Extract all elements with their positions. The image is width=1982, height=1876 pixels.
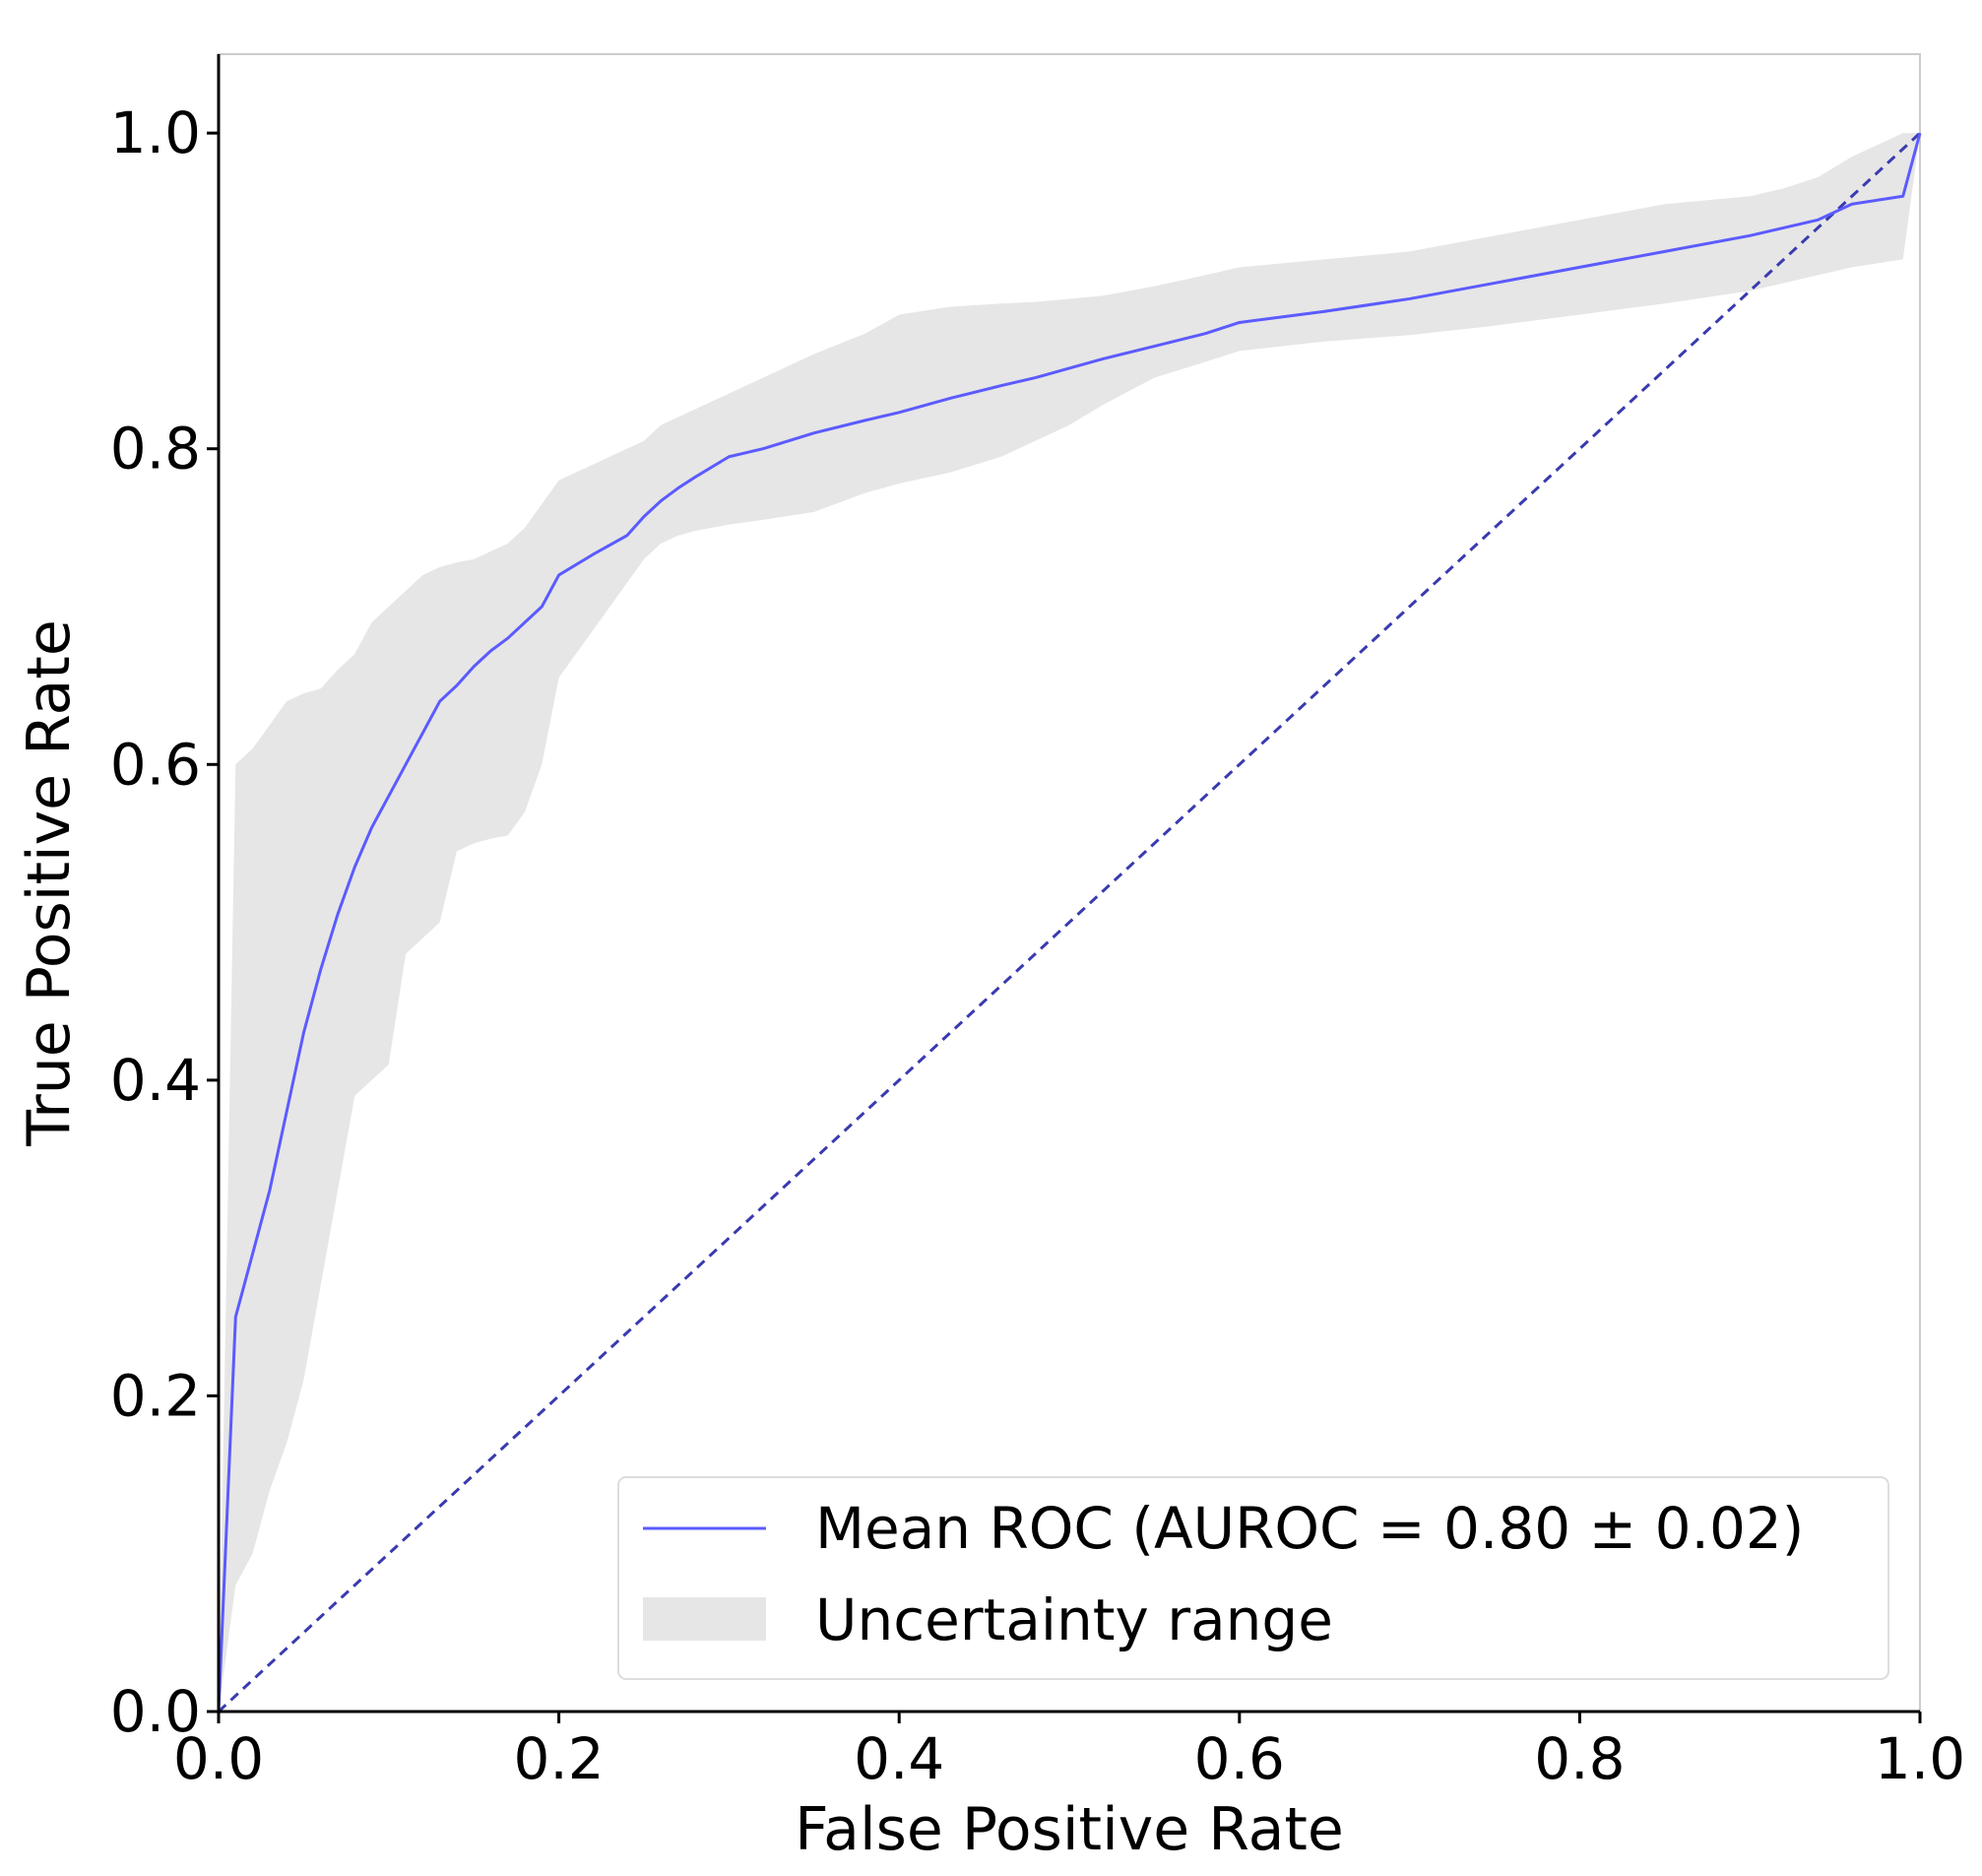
uncertainty-band xyxy=(219,133,1920,1713)
x-tick-label: 0.8 xyxy=(1534,1725,1625,1792)
mean-roc-line xyxy=(217,132,1922,1713)
legend-swatch-uncertainty xyxy=(643,1597,766,1641)
y-axis-ticks: 0.0 0.2 0.4 0.6 0.8 1.0 xyxy=(110,99,219,1745)
x-tick-label: 0.6 xyxy=(1194,1725,1285,1792)
y-tick-label: 0.2 xyxy=(110,1362,201,1429)
uncertainty-band-layer xyxy=(219,133,1920,1713)
chance-diagonal-layer xyxy=(217,132,1922,1714)
y-tick-label: 0.0 xyxy=(110,1678,201,1745)
y-tick-label: 0.4 xyxy=(110,1047,201,1114)
mean-roc-layer xyxy=(217,132,1922,1713)
legend-label-uncertainty: Uncertainty range xyxy=(815,1586,1333,1653)
y-axis-label: True Positive Rate xyxy=(15,619,84,1146)
x-axis-ticks: 0.0 0.2 0.4 0.6 0.8 1.0 xyxy=(173,1712,1965,1792)
chance-diagonal-line xyxy=(217,132,1922,1714)
x-tick-label: 0.0 xyxy=(173,1725,264,1792)
legend-box xyxy=(617,1476,1889,1680)
x-tick-label: 0.2 xyxy=(513,1725,604,1792)
y-tick-label: 0.6 xyxy=(110,731,201,798)
x-axis-label: False Positive Rate xyxy=(795,1795,1344,1864)
x-tick-label: 0.4 xyxy=(854,1725,944,1792)
x-tick-label: 1.0 xyxy=(1875,1725,1965,1792)
legend-label-mean-roc: Mean ROC (AUROC = 0.80 ± 0.02) xyxy=(815,1495,1804,1562)
legend: Mean ROC (AUROC = 0.80 ± 0.02) Uncertain… xyxy=(617,1476,1889,1680)
y-tick-label: 1.0 xyxy=(110,99,201,166)
y-tick-label: 0.8 xyxy=(110,416,201,483)
